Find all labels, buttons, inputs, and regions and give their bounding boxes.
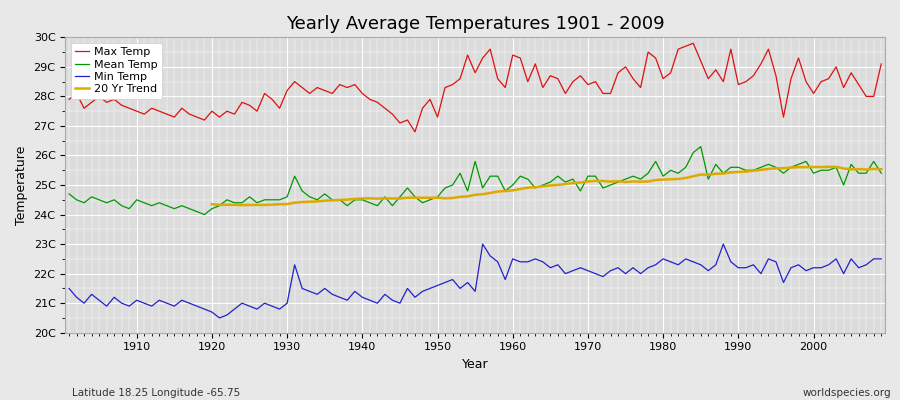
Mean Temp xyxy=(297,188,308,193)
20 Yr Trend xyxy=(417,195,428,200)
Y-axis label: Temperature: Temperature xyxy=(15,145,28,225)
Mean Temp xyxy=(64,192,75,196)
20 Yr Trend xyxy=(786,165,796,170)
Max Temp xyxy=(289,79,300,84)
Max Temp xyxy=(515,56,526,60)
Text: Latitude 18.25 Longitude -65.75: Latitude 18.25 Longitude -65.75 xyxy=(72,388,240,398)
Mean Temp xyxy=(508,183,518,188)
Max Temp xyxy=(688,41,698,46)
Min Temp xyxy=(515,260,526,264)
20 Yr Trend xyxy=(876,167,886,172)
Mean Temp xyxy=(124,206,135,211)
Text: worldspecies.org: worldspecies.org xyxy=(803,388,891,398)
Max Temp xyxy=(876,62,886,66)
Min Temp xyxy=(214,316,225,320)
20 Yr Trend xyxy=(770,166,781,171)
Line: 20 Yr Trend: 20 Yr Trend xyxy=(212,167,881,205)
Max Temp xyxy=(605,91,616,96)
20 Yr Trend xyxy=(206,202,217,207)
Mean Temp xyxy=(199,212,210,217)
Title: Yearly Average Temperatures 1901 - 2009: Yearly Average Temperatures 1901 - 2009 xyxy=(286,15,664,33)
Max Temp xyxy=(124,106,135,111)
Min Temp xyxy=(124,304,135,308)
Mean Temp xyxy=(515,174,526,178)
Max Temp xyxy=(410,130,420,134)
20 Yr Trend xyxy=(304,199,315,204)
Mean Temp xyxy=(876,171,886,176)
Min Temp xyxy=(613,265,624,270)
Line: Min Temp: Min Temp xyxy=(69,244,881,318)
20 Yr Trend xyxy=(237,203,248,208)
Min Temp xyxy=(876,256,886,261)
Legend: Max Temp, Mean Temp, Min Temp, 20 Yr Trend: Max Temp, Mean Temp, Min Temp, 20 Yr Tre… xyxy=(71,43,162,99)
Mean Temp xyxy=(605,183,616,188)
X-axis label: Year: Year xyxy=(462,358,489,371)
Max Temp xyxy=(335,82,346,87)
Mean Temp xyxy=(696,144,706,149)
Mean Temp xyxy=(342,203,353,208)
20 Yr Trend xyxy=(680,176,691,180)
20 Yr Trend xyxy=(860,167,871,172)
Min Temp xyxy=(297,286,308,291)
Min Temp xyxy=(522,260,533,264)
Min Temp xyxy=(64,286,75,291)
Max Temp xyxy=(64,97,75,102)
Max Temp xyxy=(508,53,518,58)
Min Temp xyxy=(477,242,488,246)
Line: Max Temp: Max Temp xyxy=(69,43,881,132)
Min Temp xyxy=(342,298,353,303)
Line: Mean Temp: Mean Temp xyxy=(69,147,881,214)
20 Yr Trend xyxy=(824,164,834,169)
